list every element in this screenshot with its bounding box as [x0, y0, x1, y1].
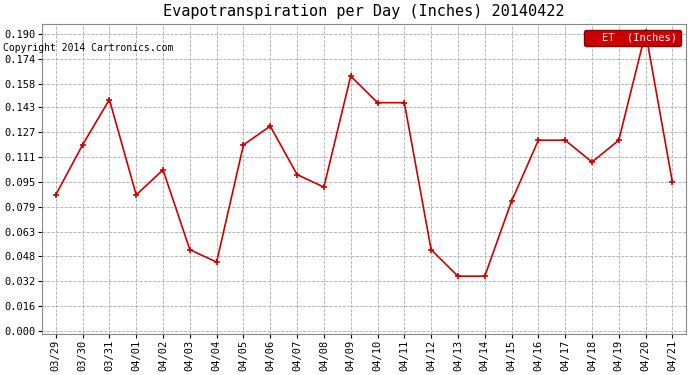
Text: Copyright 2014 Cartronics.com: Copyright 2014 Cartronics.com [3, 43, 174, 53]
Legend: ET  (Inches): ET (Inches) [584, 30, 680, 46]
Title: Evapotranspiration per Day (Inches) 20140422: Evapotranspiration per Day (Inches) 2014… [164, 4, 565, 19]
